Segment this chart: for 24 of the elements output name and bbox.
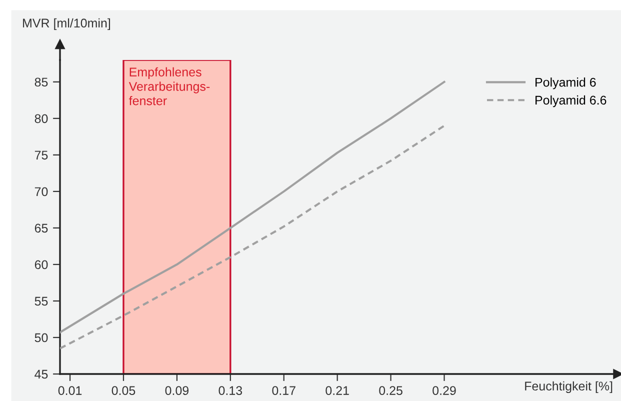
- x-tick-label: 0.09: [165, 386, 189, 395]
- x-tick-label: 0.25: [379, 386, 402, 395]
- x-tick-label: 0.17: [272, 386, 296, 395]
- line-series: [60, 80, 446, 334]
- y-axis-title: MVR [ml/10min]: [23, 18, 110, 30]
- band-label: Empfohlenes Verarbeitungs- fenster: [128, 67, 210, 106]
- legend-label: Polyamid 6: [536, 78, 596, 90]
- y-tick-label: 75: [34, 150, 48, 160]
- y-tick-label: 85: [34, 78, 48, 87]
- x-tick-label: 0.01: [58, 386, 82, 395]
- x-axis-title: Feuchtigkeit [%]: [525, 381, 612, 393]
- line-series: [60, 124, 446, 350]
- y-tick-label: 60: [34, 260, 48, 270]
- y-tick-label: 80: [34, 114, 48, 124]
- x-tick-label: 0.29: [432, 386, 456, 395]
- x-tick-label: 0.13: [218, 386, 242, 395]
- y-tick-label: 55: [34, 296, 48, 306]
- x-tick-label: 0.05: [112, 386, 136, 395]
- y-tick-label: 65: [34, 224, 48, 233]
- y-tick-label: 70: [34, 187, 48, 196]
- y-tick-label: 45: [34, 370, 48, 379]
- x-tick-label: 0.21: [326, 386, 349, 395]
- legend-label: Polyamid 6.6: [536, 95, 606, 108]
- y-tick-label: 50: [34, 333, 48, 342]
